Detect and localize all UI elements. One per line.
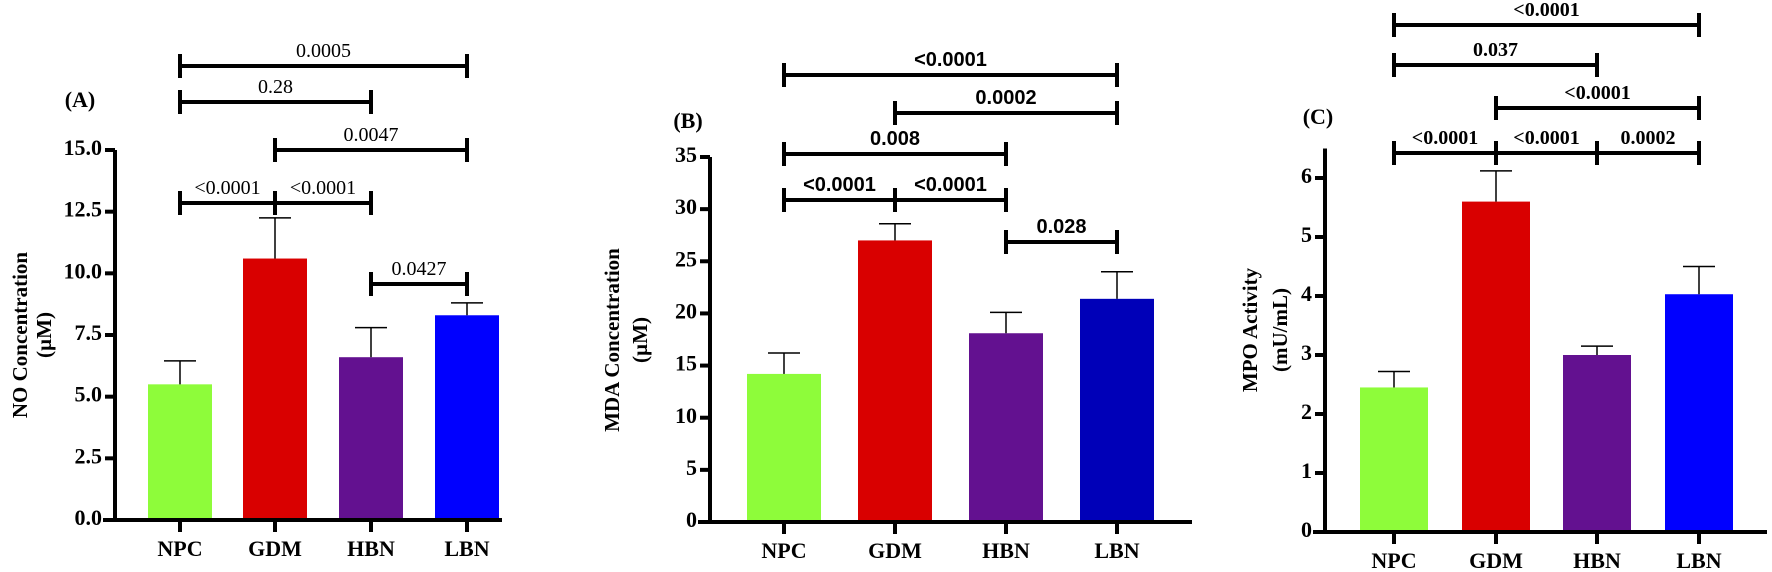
bar-npc bbox=[747, 373, 821, 522]
p-value-label: 0.028 bbox=[1036, 216, 1086, 238]
x-tick-label: HBN bbox=[982, 538, 1030, 563]
bar-hbn bbox=[339, 357, 403, 520]
y-tick-label: 5 bbox=[1301, 222, 1312, 247]
y-axis-label: MPO Activity bbox=[1238, 267, 1262, 392]
significance-bracket: 0.0047 bbox=[273, 124, 469, 162]
p-value-label: 0.037 bbox=[1473, 39, 1518, 61]
panel-b: (B) MDA Concentration (µM) 0 5 10 15 20 25 30 35 NP… bbox=[600, 49, 1192, 563]
x-tick-label: HBN bbox=[347, 536, 395, 561]
panel-c: (C) MPO Activity (mU/mL) 0 1 2 3 4 5 6 NPC GDM HBN LB… bbox=[1238, 0, 1767, 572]
x-tick-label: LBN bbox=[1676, 548, 1721, 572]
x-tick-label: GDM bbox=[1469, 548, 1523, 572]
bar-hbn bbox=[969, 333, 1043, 522]
bar-gdm bbox=[1462, 201, 1530, 532]
significance-bracket: 0.028 bbox=[1004, 216, 1119, 254]
significance-bracket: 0.037 bbox=[1392, 39, 1599, 77]
p-value-label: 0.0005 bbox=[296, 40, 351, 62]
y-tick-label: 4 bbox=[1301, 281, 1312, 306]
y-tick-label: 35 bbox=[675, 142, 697, 167]
bar-gdm bbox=[858, 240, 932, 522]
y-tick-label: 12.5 bbox=[64, 197, 103, 222]
p-value-label: 0.28 bbox=[258, 76, 293, 98]
panel-label: (B) bbox=[673, 108, 702, 133]
significance-bracket: <0.0001 bbox=[782, 49, 1119, 87]
y-tick-label: 6 bbox=[1301, 163, 1312, 188]
p-value-label: <0.0001 bbox=[914, 49, 987, 71]
y-tick-label: 0 bbox=[1301, 517, 1312, 542]
bar-lbn bbox=[1665, 294, 1733, 532]
y-tick-label: 0.0 bbox=[75, 505, 103, 530]
x-tick-label: LBN bbox=[444, 536, 489, 561]
significance-bracket: <0.0001 bbox=[178, 177, 277, 215]
y-axis-label: MDA Concentration bbox=[600, 248, 624, 432]
p-value-label: 0.0002 bbox=[975, 87, 1036, 109]
y-tick-label: 15.0 bbox=[64, 135, 103, 160]
y-tick-label: 20 bbox=[675, 298, 697, 323]
y-tick-label: 7.5 bbox=[75, 320, 103, 345]
bar-npc bbox=[1360, 387, 1428, 532]
significance-bracket: <0.0001 bbox=[1494, 82, 1701, 120]
bar-hbn bbox=[1563, 355, 1631, 532]
y-axis-label: (µM) bbox=[628, 317, 652, 363]
significance-bracket: 0.008 bbox=[782, 128, 1008, 166]
significance-bracket: <0.0001 bbox=[782, 174, 897, 212]
p-value-label: <0.0001 bbox=[290, 177, 356, 199]
y-axis-label: (µM) bbox=[32, 312, 56, 358]
y-tick-label: 15 bbox=[675, 351, 697, 376]
p-value-label: <0.0001 bbox=[1564, 82, 1630, 104]
panel-a: (A) NO Concentration (µM) 0.0 2.5 5.0 7.5 10.0 1… bbox=[8, 40, 502, 561]
x-tick-label: GDM bbox=[248, 536, 302, 561]
y-tick-label: 0 bbox=[686, 507, 697, 532]
significance-bracket: 0.28 bbox=[178, 76, 373, 114]
p-value-label: <0.0001 bbox=[1513, 0, 1579, 21]
p-value-label: <0.0001 bbox=[914, 174, 987, 196]
bar-npc bbox=[148, 384, 212, 520]
y-tick-label: 10 bbox=[675, 403, 697, 428]
bar-gdm bbox=[243, 258, 307, 520]
panel-label: (C) bbox=[1303, 104, 1334, 129]
y-tick-label: 25 bbox=[675, 246, 697, 271]
y-tick-label: 2.5 bbox=[75, 443, 103, 468]
y-axis-label: (mU/mL) bbox=[1268, 288, 1292, 372]
significance-bracket: 0.0005 bbox=[178, 40, 469, 78]
p-value-label: 0.0002 bbox=[1621, 127, 1676, 149]
y-tick-label: 5 bbox=[686, 455, 697, 480]
significance-bracket: <0.0001 bbox=[273, 177, 373, 215]
significance-bracket: <0.0001 bbox=[1392, 0, 1701, 37]
p-value-label: <0.0001 bbox=[194, 177, 260, 199]
x-tick-label: GDM bbox=[868, 538, 922, 563]
y-tick-label: 10.0 bbox=[64, 258, 103, 283]
p-value-label: <0.0001 bbox=[1513, 127, 1579, 149]
x-tick-label: NPC bbox=[157, 536, 202, 561]
p-value-label: <0.0001 bbox=[1412, 127, 1478, 149]
p-value-label: <0.0001 bbox=[803, 174, 876, 196]
significance-bracket: 0.0002 bbox=[893, 87, 1119, 125]
p-value-label: 0.0427 bbox=[392, 258, 447, 280]
significance-bracket: <0.0001 bbox=[1494, 127, 1599, 165]
p-value-label: 0.008 bbox=[870, 128, 920, 150]
significance-bracket: 0.0002 bbox=[1595, 127, 1701, 165]
y-tick-label: 3 bbox=[1301, 340, 1312, 365]
bar-lbn bbox=[435, 315, 499, 520]
x-tick-label: HBN bbox=[1573, 548, 1621, 572]
p-value-label: 0.0047 bbox=[344, 124, 399, 146]
x-tick-label: NPC bbox=[761, 538, 806, 563]
panel-label: (A) bbox=[65, 87, 96, 112]
significance-bracket: <0.0001 bbox=[893, 174, 1008, 212]
x-tick-label: LBN bbox=[1094, 538, 1139, 563]
y-tick-label: 30 bbox=[675, 194, 697, 219]
y-tick-label: 5.0 bbox=[75, 382, 103, 407]
y-tick-label: 1 bbox=[1301, 458, 1312, 483]
x-tick-label: NPC bbox=[1371, 548, 1416, 572]
significance-bracket: <0.0001 bbox=[1392, 127, 1498, 165]
bar-lbn bbox=[1080, 298, 1154, 522]
significance-bracket: 0.0427 bbox=[369, 258, 469, 296]
y-tick-label: 2 bbox=[1301, 399, 1312, 424]
y-axis-label: NO Concentration bbox=[8, 252, 32, 419]
